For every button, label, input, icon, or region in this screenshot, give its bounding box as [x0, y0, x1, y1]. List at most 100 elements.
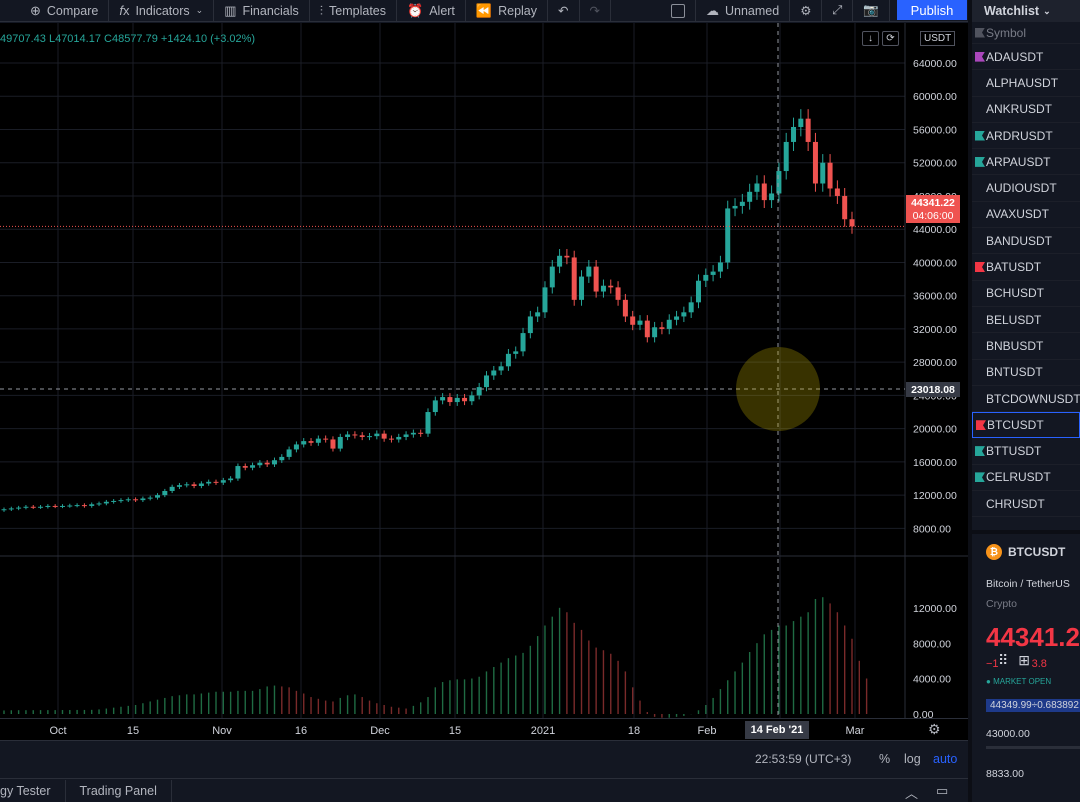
- axis-settings-button[interactable]: ⚙: [928, 721, 941, 738]
- candle: [717, 262, 723, 272]
- watchlist-sidebar: Watchlist ⌄ Symbol ADAUSDT ALPHAUSDT ANKRU…: [968, 0, 1080, 802]
- financials-button[interactable]: ▥ Financials: [214, 0, 310, 22]
- flag-icon[interactable]: [975, 156, 985, 167]
- alert-button[interactable]: ⏰ Alert: [397, 0, 466, 22]
- percent-toggle[interactable]: %: [879, 752, 891, 766]
- settings-button[interactable]: ⚙: [790, 0, 823, 22]
- flag-icon[interactable]: [975, 262, 985, 273]
- auto-toggle[interactable]: auto: [933, 752, 958, 766]
- camera-icon: 📷: [863, 3, 879, 17]
- candle: [754, 183, 760, 192]
- candle: [454, 397, 460, 403]
- price-tick-label: 56000.00: [913, 124, 957, 136]
- layout-name-button[interactable]: ☁ Unnamed: [696, 0, 791, 22]
- chart-area[interactable]: 64000.0060000.0056000.0052000.0048000.00…: [0, 23, 968, 718]
- details-name: Bitcoin / TetherUS: [986, 578, 1070, 590]
- flag-icon[interactable]: [975, 446, 985, 457]
- watchlist-item-chrusdt[interactable]: CHRUSDT: [972, 491, 1080, 518]
- candle: [38, 506, 44, 508]
- candle: [849, 219, 855, 227]
- candle: [388, 438, 394, 440]
- watchlist-item-audiousdt[interactable]: AUDIOUSDT: [972, 175, 1080, 202]
- time-axis[interactable]: Oct 15 Nov 16 Dec 15 2021 18 Feb Mar 14 Feb '21 ⚙: [0, 718, 968, 740]
- arrow-down-icon: ↓: [868, 33, 873, 44]
- reset-button[interactable]: ⟳: [882, 31, 899, 46]
- candle: [747, 191, 753, 202]
- candle: [162, 490, 168, 496]
- watchlist-item-arpausdt[interactable]: ARPAUSDT: [972, 149, 1080, 176]
- watchlist-symbol: BELUSDT: [986, 312, 1042, 327]
- replay-button[interactable]: ⏪ Replay: [466, 0, 549, 22]
- flag-icon[interactable]: [975, 51, 985, 62]
- tab-trading-panel[interactable]: Trading Panel: [66, 780, 172, 802]
- fullscreen-toggle[interactable]: [661, 0, 696, 22]
- watchlist-symbol: ARPAUSDT: [986, 154, 1051, 169]
- add-widget-icon[interactable]: ⊞: [1018, 652, 1030, 668]
- undo-icon: ↶: [558, 4, 569, 18]
- watchlist-item-celrusdt[interactable]: CELRUSDT: [972, 465, 1080, 492]
- watchlist-item-btcusdt[interactable]: BTCUSDT: [972, 412, 1080, 439]
- candle: [403, 434, 409, 437]
- templates-icon: ⫶: [319, 2, 324, 18]
- publish-button[interactable]: Publish: [897, 0, 967, 20]
- details-bidask: 44349.99÷0.683892: [986, 699, 1080, 712]
- watchlist-item-alphausdt[interactable]: ALPHAUSDT: [972, 70, 1080, 97]
- flag-icon[interactable]: [975, 472, 985, 483]
- watchlist-item-bnbusdt[interactable]: BNBUSDT: [972, 333, 1080, 360]
- details-change-value: −1: [986, 658, 999, 670]
- layout-name: Unnamed: [724, 3, 780, 18]
- watchlist-item-ardrusdt[interactable]: ARDRUSDT: [972, 123, 1080, 150]
- flag-icon[interactable]: [975, 130, 985, 141]
- indicators-button[interactable]: fx Indicators ⌄: [109, 0, 215, 22]
- watchlist-item-bandusdt[interactable]: BANDUSDT: [972, 228, 1080, 255]
- bar-chart-icon: ▥: [224, 2, 237, 18]
- watchlist-item-bchusdt[interactable]: BCHUSDT: [972, 281, 1080, 307]
- watchlist-item-batusdt[interactable]: BATUSDT: [972, 254, 1080, 281]
- compare-button[interactable]: ⊕ Compare: [0, 0, 110, 22]
- candle: [257, 462, 263, 466]
- watchlist-symbol: BNTUSDT: [986, 365, 1043, 380]
- candle: [783, 141, 789, 172]
- candle: [23, 506, 29, 508]
- tab-strategy-tester[interactable]: gy Tester: [0, 780, 66, 802]
- collapse-icon[interactable]: ︿: [905, 786, 919, 801]
- watchlist-item-bttusdt[interactable]: BTTUSDT: [972, 438, 1080, 465]
- maximize-icon[interactable]: ▭: [936, 783, 949, 798]
- candle: [206, 481, 212, 484]
- details-header: ₿ BTCUSDT: [986, 544, 1065, 560]
- watchlist-item-avaxusdt[interactable]: AVAXUSDT: [972, 202, 1080, 229]
- candle: [440, 397, 446, 401]
- candle: [184, 484, 190, 486]
- undo-button[interactable]: ↶: [548, 0, 580, 22]
- watchlist-item-ankrusdt[interactable]: ANKRUSDT: [972, 97, 1080, 123]
- snapshot-button[interactable]: 📷: [853, 0, 890, 22]
- candle: [345, 434, 351, 437]
- watchlist-item-belusdt[interactable]: BELUSDT: [972, 307, 1080, 334]
- compare-label: Compare: [46, 3, 99, 18]
- watchlist-symbol: AVAXUSDT: [986, 207, 1049, 222]
- redo-icon: ↷: [589, 4, 600, 18]
- watchlist-item-bntusdt[interactable]: BNTUSDT: [972, 360, 1080, 386]
- candle: [637, 320, 643, 325]
- redo-button[interactable]: ↷: [580, 0, 611, 22]
- flag-icon[interactable]: [976, 420, 986, 431]
- expand-icon: ⤢: [832, 3, 843, 17]
- watchlist-item-adausdt[interactable]: ADAUSDT: [972, 44, 1080, 71]
- candle: [491, 370, 497, 376]
- watchlist-symbol: BTCDOWNUSDT: [986, 391, 1080, 406]
- watchlist-symbol: ANKRUSDT: [986, 102, 1053, 117]
- expand-button[interactable]: ⤢: [822, 0, 854, 22]
- scroll-down-button[interactable]: ↓: [862, 31, 879, 46]
- candle: [140, 498, 146, 501]
- watchlist-item-btcdownusdt[interactable]: BTCDOWNUSDT: [972, 386, 1080, 413]
- volume-tick-label: 0.00: [913, 709, 934, 718]
- time-tick-label: 16: [295, 725, 307, 737]
- drag-handle-icon[interactable]: ⠿: [998, 652, 1009, 668]
- time-tick-label: Nov: [212, 725, 232, 737]
- log-toggle[interactable]: log: [904, 752, 921, 766]
- time-axis-labels: Oct 15 Nov 16 Dec 15 2021 18 Feb Mar: [49, 725, 864, 737]
- watchlist-header[interactable]: Watchlist ⌄: [972, 0, 1080, 22]
- candle: [776, 171, 782, 194]
- templates-button[interactable]: ⫶ Templates: [310, 0, 398, 22]
- price-chart[interactable]: 64000.0060000.0056000.0052000.0048000.00…: [0, 23, 968, 718]
